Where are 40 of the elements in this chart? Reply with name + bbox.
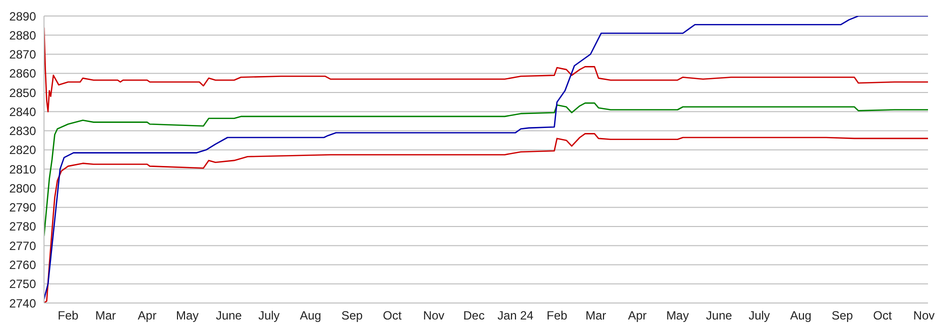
y-tick-label: 2810 <box>9 162 36 176</box>
x-tick-label: Sep <box>341 308 364 323</box>
y-tick-label: 2740 <box>9 296 36 310</box>
x-tick-label: Jan 24 <box>497 308 534 323</box>
x-tick-label: Oct <box>873 308 892 323</box>
y-tick-label: 2790 <box>9 200 36 215</box>
line-series <box>44 16 928 300</box>
x-tick-label: May <box>176 308 199 323</box>
y-tick-label: 2870 <box>9 48 36 62</box>
x-tick-label: June <box>706 308 732 323</box>
y-tick-label: 2850 <box>9 86 36 100</box>
y-tick-label: 2860 <box>9 66 36 81</box>
x-tick-label: Dec <box>463 308 485 323</box>
x-tick-label: Mar <box>585 308 606 323</box>
x-tick-label: Apr <box>628 308 647 323</box>
x-tick-label: Nov <box>423 308 444 323</box>
x-tick-label: Apr <box>138 308 156 323</box>
x-tick-label: July <box>748 308 770 323</box>
x-tick-label: Feb <box>58 308 79 323</box>
x-tick-label: July <box>258 308 280 323</box>
line-series <box>44 102 928 237</box>
y-tick-label: 2770 <box>9 238 36 253</box>
y-tick-label: 2780 <box>9 220 36 234</box>
y-tick-label: 2760 <box>9 258 36 272</box>
x-tick-label: Oct <box>382 308 402 323</box>
y-tick-label: 2800 <box>9 181 36 196</box>
x-tick-label: Feb <box>546 308 568 323</box>
y-tick-label: 2880 <box>9 28 36 42</box>
x-tick-label: Aug <box>300 308 322 323</box>
x-tick-label: Nov <box>913 308 935 323</box>
x-tick-label: Aug <box>790 308 812 323</box>
y-tick-label: 2820 <box>9 143 36 158</box>
x-tick-label: May <box>666 308 689 323</box>
y-tick-label: 2750 <box>9 277 36 292</box>
y-tick-label: 2840 <box>9 104 36 119</box>
x-tick-label: June <box>216 308 242 323</box>
y-tick-label: 2830 <box>9 124 36 138</box>
x-tick-label: Mar <box>95 308 116 323</box>
x-tick-label: Sep <box>832 308 854 323</box>
y-tick-label: 2890 <box>9 9 36 24</box>
